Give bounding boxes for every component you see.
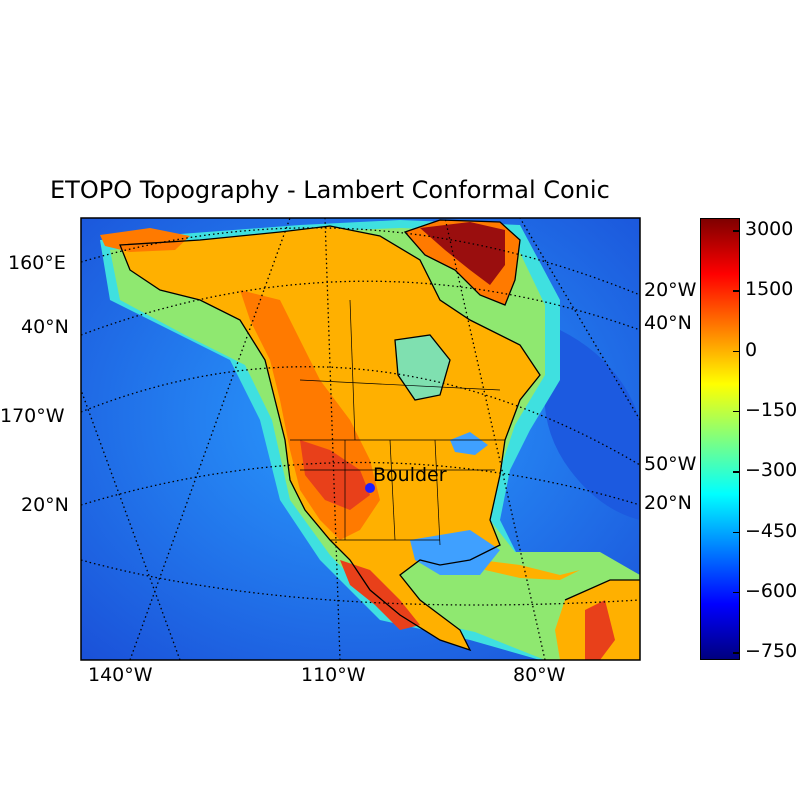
lon-label-140w: 140°W: [88, 664, 153, 686]
colorbar-tick-mark: [733, 531, 740, 533]
colorbar-tick-label: −450: [745, 519, 798, 542]
atlantic-ocean: [544, 330, 640, 520]
hudson-bay: [395, 335, 450, 400]
colorbar-tick-label: −750: [745, 640, 798, 663]
mexico-highlands: [340, 560, 420, 630]
colorbar-tick-label: −300: [745, 459, 798, 482]
coastlines: [119, 219, 640, 652]
left-label-170w: 170°W: [0, 405, 65, 427]
lon-label-80w: 80°W: [513, 664, 566, 686]
colorbar-tick-mark: [733, 471, 740, 473]
colorbar-tick-label: 3000: [745, 218, 794, 240]
left-label-20n: 20°N: [21, 494, 69, 516]
right-label-50w: 50°W: [644, 453, 697, 475]
city-label: Boulder: [373, 464, 447, 486]
map-title: ETOPO Topography - Lambert Conformal Con…: [50, 176, 610, 204]
colorbar-tick-mark: [733, 591, 740, 594]
colorbar-tick-mark: [733, 350, 740, 353]
colorbar-tick-mark: [733, 230, 740, 232]
alaska-peninsula: [100, 228, 190, 252]
colorbar-tick-label: −150: [745, 398, 798, 421]
left-label-160e: 160°E: [8, 252, 66, 274]
colorbar-tick-mark: [733, 652, 740, 654]
caribbean-islands: [480, 560, 580, 580]
map-frame: [80, 217, 641, 661]
right-label-20w: 20°W: [644, 279, 697, 301]
political-borders: [290, 299, 505, 546]
colorbar-tick-mark: [733, 290, 740, 292]
lon-label-110w: 110°W: [301, 664, 366, 686]
colorbar: [700, 218, 740, 660]
colorado-plateau: [300, 440, 370, 510]
graticule: [81, 218, 640, 660]
left-label-40n: 40°N: [21, 316, 69, 338]
boulder-marker[interactable]: [365, 483, 375, 493]
colorbar-tick-label: 0: [745, 338, 758, 361]
right-label-40n: 40°N: [644, 312, 692, 334]
colorbar-tick-label: −600: [745, 579, 798, 602]
colorbar-tick-mark: [733, 410, 740, 413]
right-label-20n: 20°N: [644, 492, 692, 514]
andes: [585, 600, 615, 660]
greenland-ice-sheet: [420, 222, 505, 285]
colorbar-tick-label: 1500: [745, 278, 794, 301]
great-lakes: [450, 432, 488, 455]
